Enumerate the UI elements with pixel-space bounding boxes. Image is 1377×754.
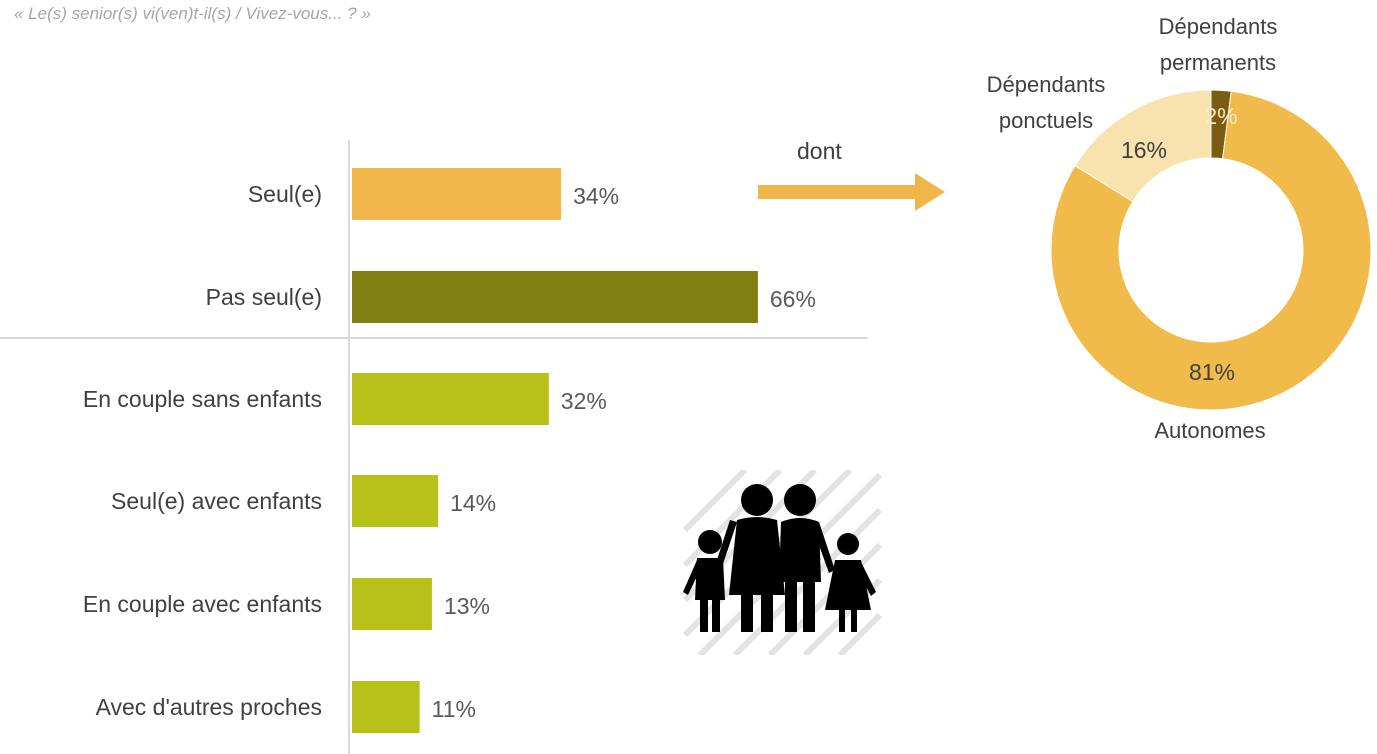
bar-chart: Seul(e) 34% Pas seul(e) 66% En couple sans e… [0,140,868,754]
value-label-4: 13% [444,593,490,619]
category-label-0: Seul(e) [248,181,322,207]
family-icon [682,470,883,655]
category-label-5: Avec d'autres proches [96,694,322,720]
category-label-2: En couple sans enfants [83,386,322,412]
bar-2 [352,373,549,425]
donut-label-2-0: Dépendants [1159,14,1278,39]
donut-slice-1 [1074,89,1212,203]
donut-label-2-1: permanents [1160,50,1276,75]
donut-value-1: 16% [1121,137,1167,163]
donut-label-1-1: ponctuels [999,108,1093,133]
donut-chart: 81% 16% 2% Autonomes Dépendants ponctuels Dépe… [987,14,1372,443]
value-label-2: 32% [561,388,607,414]
category-label-4: En couple avec enfants [83,591,322,617]
bar-4 [352,578,432,630]
donut-slice-0 [1050,90,1372,411]
value-label-0: 34% [573,183,619,209]
donut-value-2: 2% [1204,103,1237,129]
category-label-3: Seul(e) avec enfants [111,488,322,514]
value-label-5: 11% [432,696,476,722]
value-label-1: 66% [770,286,816,312]
arrow-label: dont [797,138,842,164]
donut-label-0-0: Autonomes [1154,418,1265,443]
question-title: « Le(s) senior(s) vi(ven)t-il(s) / Vivez… [14,4,371,23]
category-label-1: Pas seul(e) [206,284,322,310]
bar-3 [352,475,439,527]
bar-5 [352,681,420,733]
bar-1 [352,271,758,323]
arrow-icon [758,173,945,211]
donut-label-1-0: Dépendants [987,72,1106,97]
bar-0 [352,168,562,220]
donut-value-0: 81% [1189,359,1235,385]
value-label-3: 14% [450,490,496,516]
